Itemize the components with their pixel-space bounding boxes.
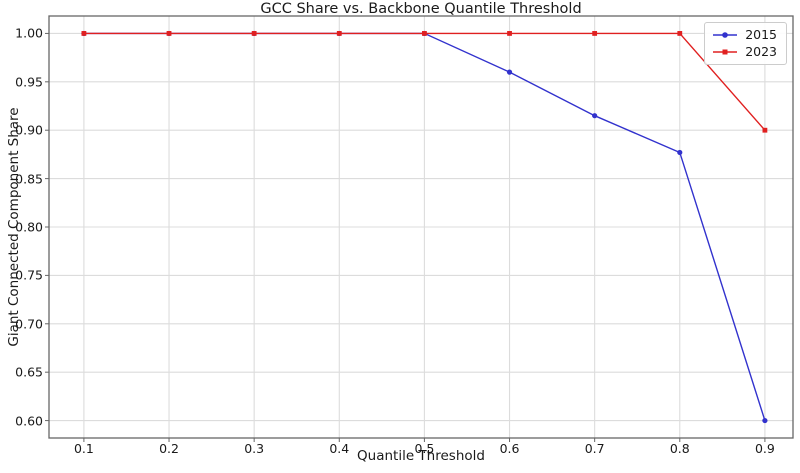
data-point-2023 <box>81 31 87 36</box>
y-tick-label: 0.70 <box>15 316 43 332</box>
data-point-2023 <box>592 31 598 36</box>
y-tick-label: 0.95 <box>15 74 43 90</box>
y-tick-label: 0.90 <box>15 122 43 138</box>
x-tick-label: 0.9 <box>754 441 775 456</box>
x-axis-label: Quantile Threshold <box>357 448 485 464</box>
x-tick-label: 0.8 <box>669 441 690 456</box>
legend: 2015 2023 <box>704 22 787 65</box>
y-tick-label: 0.65 <box>15 364 43 380</box>
data-point-2015 <box>762 417 768 424</box>
legend-item-2023: 2023 <box>712 45 777 59</box>
y-tick-label: 1.00 <box>15 25 43 41</box>
data-point-2023 <box>677 31 683 36</box>
data-point-2023 <box>336 31 342 36</box>
data-point-2023 <box>251 31 257 36</box>
axes-frame <box>48 15 794 439</box>
x-tick-label: 0.3 <box>244 441 265 456</box>
x-tick-label: 0.4 <box>329 441 350 456</box>
x-tick-label: 0.6 <box>499 441 520 456</box>
data-point-2023 <box>166 31 172 36</box>
data-point-2015 <box>506 69 513 75</box>
data-point-2023 <box>762 127 768 133</box>
y-tick-label: 0.85 <box>15 171 43 187</box>
y-tick-label: 0.75 <box>15 267 43 283</box>
legend-item-2015: 2015 <box>712 28 777 42</box>
legend-circle-marker-icon <box>712 30 738 40</box>
data-point-2015 <box>677 149 683 156</box>
y-tick-label: 0.80 <box>15 219 43 235</box>
legend-label: 2023 <box>745 44 777 59</box>
x-tick-label: 0.7 <box>584 441 605 456</box>
x-tick-label: 0.2 <box>159 441 179 456</box>
data-point-2023 <box>507 31 512 36</box>
x-tick-label: 0.5 <box>414 441 435 456</box>
chart-title: GCC Share vs. Backbone Quantile Threshol… <box>260 1 582 17</box>
data-point-2023 <box>422 31 427 36</box>
x-tick-label: 0.1 <box>73 441 94 456</box>
y-tick-label: 0.60 <box>15 413 43 429</box>
legend-square-marker-icon <box>712 47 738 57</box>
legend-label: 2015 <box>745 27 777 42</box>
data-point-2015 <box>592 113 598 119</box>
